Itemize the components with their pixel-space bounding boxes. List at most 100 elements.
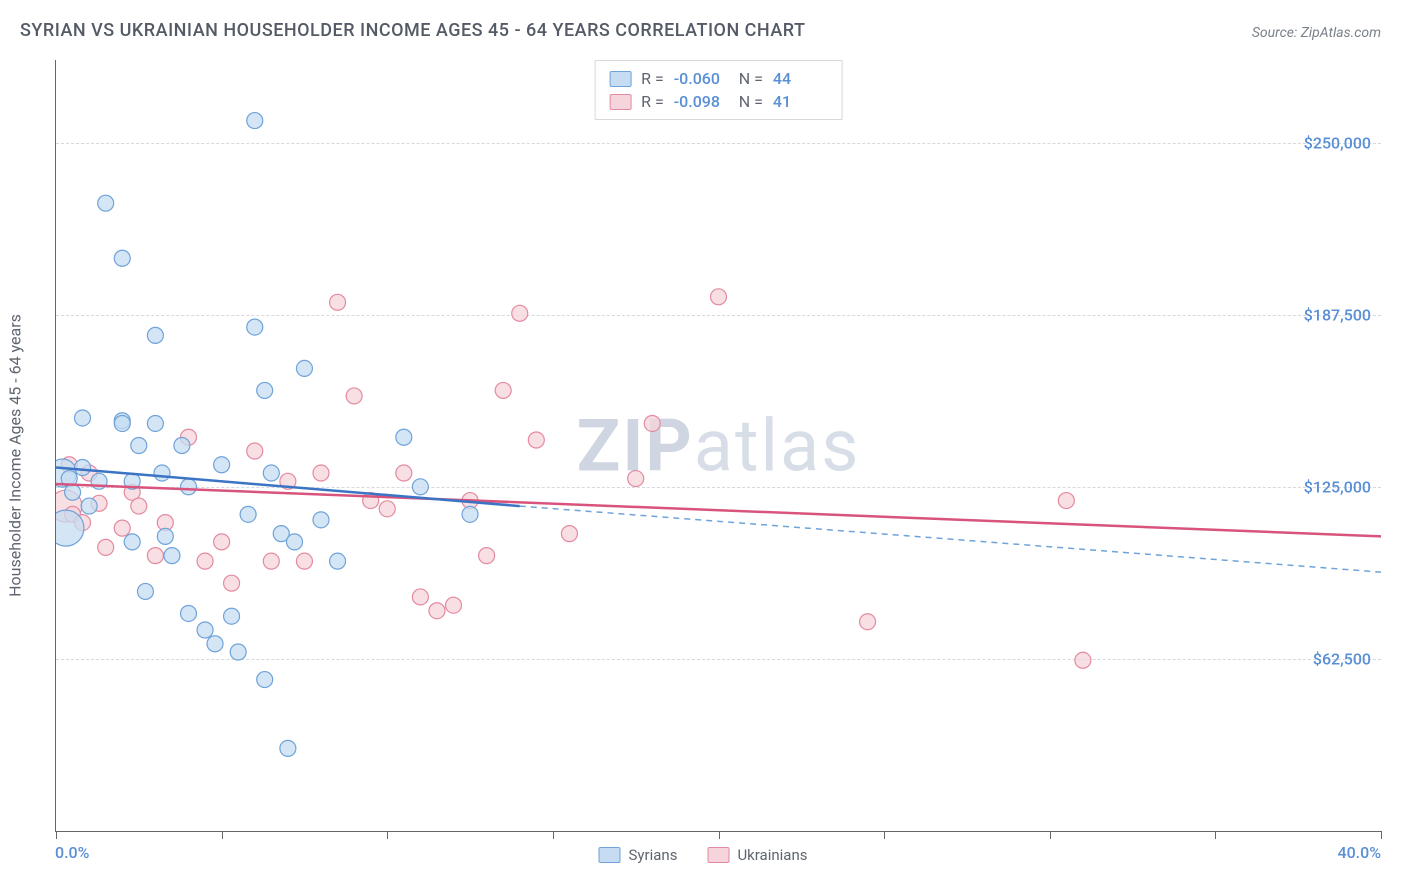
data-point <box>181 605 197 621</box>
data-point <box>495 382 511 398</box>
data-point <box>247 113 263 129</box>
n-value-a: 44 <box>773 69 828 88</box>
x-tick <box>1050 831 1051 839</box>
data-point <box>313 512 329 528</box>
data-point <box>197 622 213 638</box>
data-point <box>164 548 180 564</box>
data-point <box>214 457 230 473</box>
data-point <box>154 465 170 481</box>
data-point <box>412 589 428 605</box>
data-point <box>396 429 412 445</box>
data-point <box>147 327 163 343</box>
data-point <box>75 410 91 426</box>
data-point <box>628 471 644 487</box>
data-point <box>313 465 329 481</box>
x-axis-max: 40.0% <box>1337 843 1381 862</box>
data-point <box>114 520 130 536</box>
chart-title: SYRIAN VS UKRAINIAN HOUSEHOLDER INCOME A… <box>20 20 806 41</box>
series-legend: Syrians Ukrainians <box>599 846 808 864</box>
legend-item-ukrainians: Ukrainians <box>707 846 807 864</box>
data-point <box>462 506 478 522</box>
data-point <box>230 644 246 660</box>
data-point <box>131 438 147 454</box>
data-point <box>124 534 140 550</box>
plot-area: ZIPatlas R = -0.060 N = 44 R = -0.098 N … <box>55 60 1381 832</box>
data-point <box>157 528 173 544</box>
data-point <box>224 575 240 591</box>
legend-item-syrians: Syrians <box>599 846 678 864</box>
legend-label-ukrainians: Ukrainians <box>737 846 807 864</box>
data-point <box>247 319 263 335</box>
y-axis-label: Householder Income Ages 45 - 64 years <box>6 314 25 597</box>
data-point <box>224 608 240 624</box>
x-tick <box>387 831 388 839</box>
data-point <box>346 388 362 404</box>
data-point <box>330 553 346 569</box>
data-point <box>644 415 660 431</box>
r-label: R = <box>641 92 664 111</box>
x-tick <box>56 831 57 839</box>
data-point <box>240 506 256 522</box>
data-point <box>296 553 312 569</box>
r-label: R = <box>641 69 664 88</box>
data-point <box>429 603 445 619</box>
data-point <box>257 672 273 688</box>
n-label: N = <box>739 69 763 88</box>
legend-row-a: R = -0.060 N = 44 <box>609 67 828 90</box>
legend-swatch-b <box>609 94 631 110</box>
x-axis-min: 0.0% <box>55 843 89 862</box>
data-point <box>214 534 230 550</box>
data-point <box>181 479 197 495</box>
data-point <box>263 553 279 569</box>
data-point <box>396 465 412 481</box>
data-point <box>131 498 147 514</box>
swatch-ukrainians <box>707 847 729 863</box>
r-value-a: -0.060 <box>674 69 729 88</box>
data-point <box>296 360 312 376</box>
data-point <box>98 539 114 555</box>
data-point <box>287 534 303 550</box>
legend-row-b: R = -0.098 N = 41 <box>609 90 828 113</box>
scatter-svg <box>56 60 1381 831</box>
data-point <box>412 479 428 495</box>
swatch-syrians <box>599 847 621 863</box>
correlation-legend: R = -0.060 N = 44 R = -0.098 N = 41 <box>594 60 843 120</box>
r-value-b: -0.098 <box>674 92 729 111</box>
trend-line <box>520 506 1381 572</box>
data-point <box>860 614 876 630</box>
data-point <box>147 548 163 564</box>
data-point <box>1075 652 1091 668</box>
data-point <box>263 465 279 481</box>
source-label: Source: ZipAtlas.com <box>1252 25 1381 41</box>
legend-swatch-a <box>609 71 631 87</box>
data-point <box>197 553 213 569</box>
data-point <box>280 740 296 756</box>
x-tick <box>884 831 885 839</box>
x-tick <box>1381 831 1382 839</box>
data-point <box>174 438 190 454</box>
data-point <box>379 501 395 517</box>
data-point <box>114 415 130 431</box>
data-point <box>528 432 544 448</box>
legend-label-syrians: Syrians <box>629 846 678 864</box>
data-point <box>147 415 163 431</box>
data-point <box>446 597 462 613</box>
data-point <box>257 382 273 398</box>
data-point <box>114 250 130 266</box>
data-point <box>247 443 263 459</box>
data-point <box>81 498 97 514</box>
n-value-b: 41 <box>773 92 828 111</box>
n-label: N = <box>739 92 763 111</box>
data-point <box>98 195 114 211</box>
data-point <box>479 548 495 564</box>
data-point <box>75 460 91 476</box>
x-tick <box>553 831 554 839</box>
data-point <box>512 305 528 321</box>
data-point <box>207 636 223 652</box>
data-point <box>137 583 153 599</box>
x-tick <box>222 831 223 839</box>
data-point <box>711 289 727 305</box>
data-point <box>561 526 577 542</box>
x-tick <box>719 831 720 839</box>
x-tick <box>1215 831 1216 839</box>
